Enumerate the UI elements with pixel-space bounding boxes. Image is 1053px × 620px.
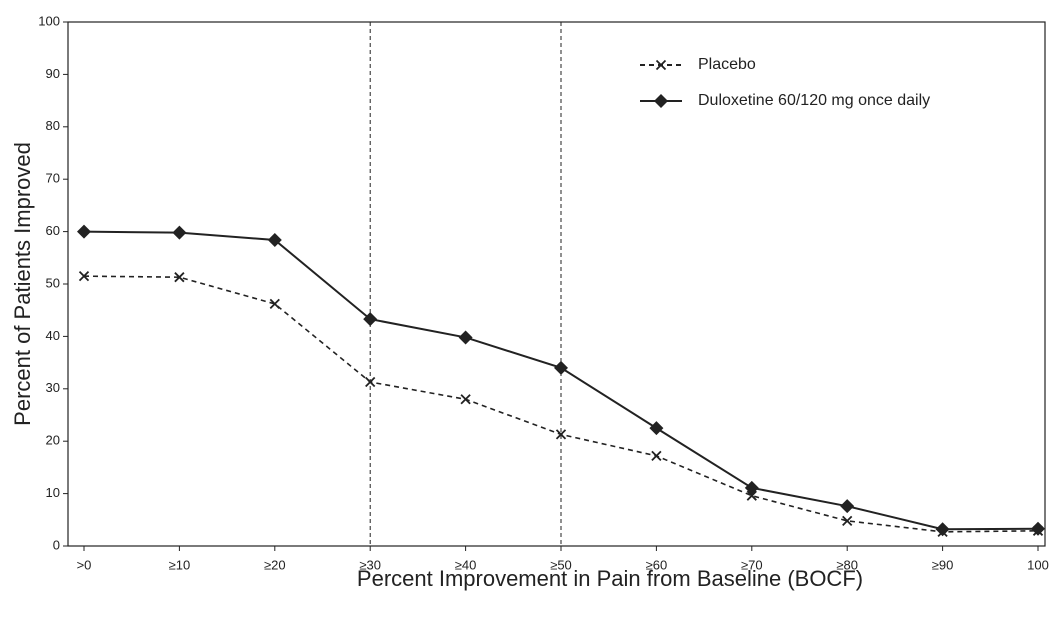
- x-tick-label: ≥80: [836, 557, 858, 572]
- x-tick-label: ≥50: [550, 557, 572, 572]
- data-point: [269, 298, 280, 310]
- data-point: [649, 421, 664, 436]
- x-tick-label: ≥60: [646, 557, 668, 572]
- data-point: [554, 360, 568, 375]
- y-tick-label: 40: [46, 328, 60, 343]
- x-axis-title: Percent Improvement in Pain from Baselin…: [357, 566, 863, 591]
- y-tick-label: 90: [46, 66, 60, 81]
- data-point: [744, 480, 759, 495]
- data-point: [77, 224, 91, 239]
- x-tick-label: ≥10: [169, 557, 191, 572]
- data-point: [78, 271, 90, 282]
- data-point: [746, 490, 757, 501]
- legend-label: Duloxetine 60/120 mg once daily: [698, 92, 930, 109]
- y-tick-label: 80: [46, 118, 60, 133]
- data-point: [172, 225, 187, 240]
- data-point: [842, 515, 853, 526]
- x-tick-label: ≥90: [932, 557, 954, 572]
- x-tick-label: >0: [77, 557, 92, 572]
- y-tick-label: 60: [46, 223, 60, 238]
- y-tick-label: 20: [46, 433, 60, 448]
- x-tick-label: ≥30: [359, 557, 381, 572]
- y-tick-label: 50: [46, 275, 60, 290]
- y-axis-title: Percent of Patients Improved: [10, 142, 35, 426]
- y-tick-label: 70: [46, 171, 60, 186]
- data-point: [365, 376, 376, 388]
- y-tick-label: 10: [46, 485, 60, 500]
- data-point: [267, 232, 282, 247]
- data-point: [935, 522, 950, 537]
- y-tick-label: 30: [46, 380, 60, 395]
- data-point: [460, 394, 471, 405]
- data-point: [363, 312, 378, 327]
- y-tick-label: 100: [38, 13, 60, 28]
- data-point: [651, 450, 662, 462]
- data-point: [458, 330, 473, 345]
- x-tick-label: ≥40: [455, 557, 477, 572]
- legend-label: Placebo: [698, 56, 756, 73]
- x-tick-label: 100: [1027, 557, 1049, 572]
- data-point: [840, 499, 855, 514]
- data-point: [174, 272, 185, 283]
- legend-marker: [655, 59, 667, 71]
- data-point: [1031, 521, 1045, 536]
- x-tick-label: ≥70: [741, 557, 763, 572]
- x-tick-label: ≥20: [264, 557, 286, 572]
- legend-marker: [654, 94, 668, 108]
- data-point: [555, 429, 567, 440]
- y-tick-label: 0: [53, 537, 60, 552]
